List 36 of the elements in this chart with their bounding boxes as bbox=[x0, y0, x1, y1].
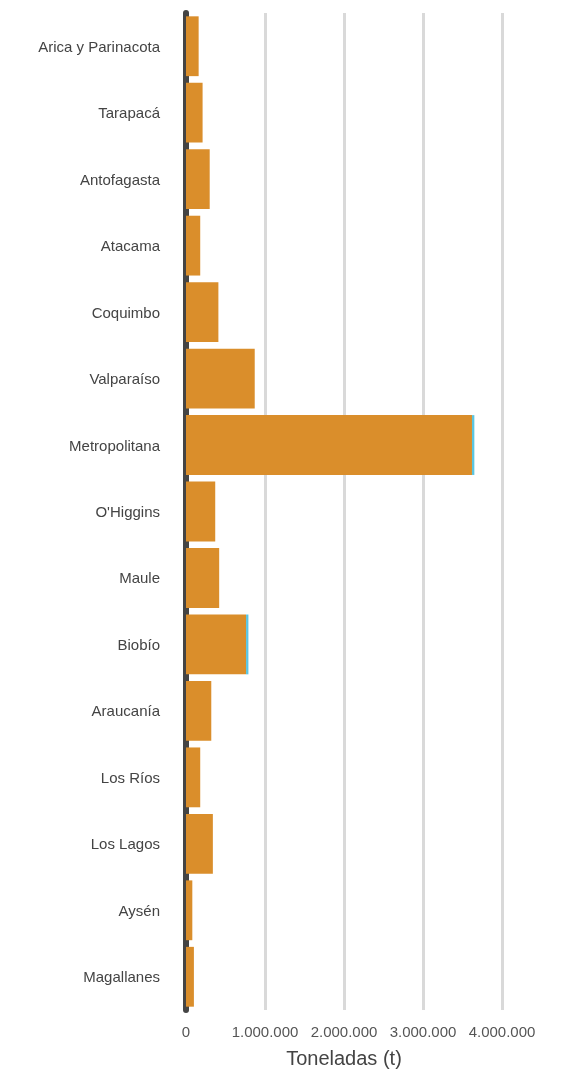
y-tick-label: O'Higgins bbox=[95, 503, 160, 520]
bar bbox=[186, 16, 199, 77]
y-tick-label: Los Lagos bbox=[90, 835, 160, 853]
y-tick-label: Antofagasta bbox=[79, 170, 161, 188]
bar bbox=[186, 680, 212, 741]
bar bbox=[186, 149, 210, 210]
bar bbox=[186, 82, 203, 143]
y-tick-label: Magallanes bbox=[83, 968, 160, 986]
y-tick-label: Valparaíso bbox=[89, 370, 160, 388]
bar bbox=[186, 548, 220, 608]
bar bbox=[186, 282, 219, 343]
y-tick-label: Arica y Parinacota bbox=[38, 37, 161, 55]
y-tick-label: Los Ríos bbox=[100, 768, 160, 786]
bar bbox=[186, 880, 193, 941]
bar bbox=[186, 614, 247, 675]
bar bbox=[186, 348, 255, 409]
bar bbox=[186, 415, 472, 475]
y-tick-label: Biobío bbox=[117, 635, 160, 653]
y-tick-label: Atacama bbox=[100, 237, 161, 255]
bar bbox=[186, 813, 213, 874]
x-tick-label: 1.000.000 bbox=[231, 1023, 299, 1040]
x-tick-label: 4.000.000 bbox=[468, 1023, 536, 1040]
bar bbox=[186, 481, 216, 542]
x-tick-label: 0 bbox=[181, 1023, 191, 1040]
bar bbox=[186, 946, 194, 1007]
x-axis-title: Toneladas (t) bbox=[286, 1047, 402, 1069]
y-tick-label: Araucanía bbox=[91, 702, 161, 720]
bar bbox=[186, 747, 201, 808]
y-tick-label: Metropolitana bbox=[69, 436, 161, 454]
y-tick-label: Maule bbox=[119, 569, 160, 587]
y-tick-label: Coquimbo bbox=[91, 303, 160, 321]
bar bbox=[186, 215, 201, 276]
x-tick-label: 3.000.000 bbox=[389, 1023, 457, 1040]
y-tick-label: Aysén bbox=[118, 901, 160, 919]
y-tick-label: Tarapacá bbox=[98, 104, 161, 122]
x-tick-label: 2.000.000 bbox=[310, 1023, 378, 1040]
